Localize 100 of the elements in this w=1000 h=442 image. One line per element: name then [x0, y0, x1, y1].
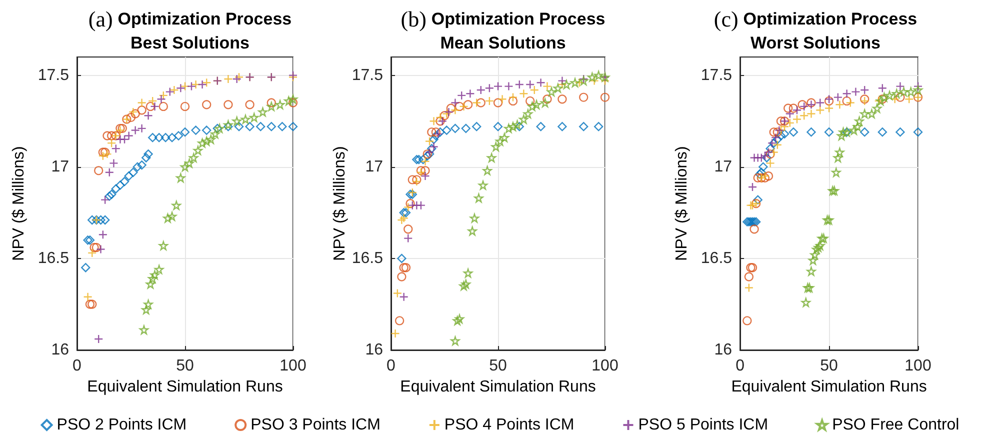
point [176, 173, 186, 182]
point [594, 122, 604, 132]
point [542, 82, 552, 91]
point [748, 217, 758, 226]
y-tick-label: 16.5 [700, 250, 732, 267]
point [860, 85, 870, 95]
point [137, 98, 146, 108]
point [519, 89, 528, 98]
point [744, 272, 754, 282]
point [102, 149, 112, 159]
point [404, 234, 413, 243]
point [514, 80, 524, 90]
legend-label: PSO 2 Points ICM [56, 416, 187, 434]
point [508, 92, 518, 102]
point [399, 263, 408, 272]
point [206, 134, 216, 144]
y-tick-label: 17.5 [352, 66, 384, 84]
point [493, 82, 503, 91]
point [94, 334, 104, 344]
point [748, 200, 758, 210]
point [137, 160, 146, 170]
point [466, 89, 475, 98]
point [810, 250, 820, 260]
point [288, 122, 298, 132]
point [245, 100, 254, 110]
point [144, 111, 153, 120]
point [758, 162, 768, 172]
point [210, 129, 220, 139]
point [835, 100, 844, 110]
point [851, 87, 860, 96]
point [111, 184, 120, 194]
point [85, 236, 95, 245]
point [760, 151, 770, 160]
point [913, 85, 923, 95]
point [158, 90, 168, 100]
point [766, 144, 775, 154]
point [104, 192, 114, 201]
point [579, 74, 588, 84]
point [88, 215, 97, 225]
point [408, 175, 417, 184]
point [746, 263, 756, 272]
x-tick-label: 0 [736, 358, 745, 374]
point [399, 292, 408, 302]
point [450, 106, 460, 115]
point [256, 122, 266, 132]
x-tick-label: 100 [592, 358, 618, 374]
point [508, 96, 518, 106]
point [446, 104, 456, 113]
point [165, 87, 174, 96]
point [202, 126, 212, 135]
point [832, 168, 841, 177]
point [748, 182, 758, 192]
y-tick-label: 16 [365, 342, 384, 358]
point [245, 122, 254, 132]
point [542, 94, 552, 104]
point [232, 116, 242, 126]
point [574, 78, 584, 88]
point [128, 168, 138, 177]
point [234, 72, 244, 82]
point [198, 80, 207, 90]
point [180, 82, 190, 91]
point [150, 270, 160, 280]
point [137, 106, 146, 115]
point [180, 127, 190, 137]
point [579, 92, 588, 102]
point [457, 90, 466, 100]
legend-label: PSO 3 Points ICM [250, 416, 380, 434]
point [436, 112, 445, 122]
y-tick-label: 17.5 [700, 66, 732, 84]
point [742, 217, 752, 226]
point [232, 74, 242, 84]
point [404, 224, 413, 234]
point [186, 82, 196, 91]
point [427, 127, 436, 137]
point [120, 176, 130, 186]
point [816, 98, 825, 108]
point [756, 168, 766, 177]
point [750, 217, 759, 226]
point [540, 98, 550, 108]
point [558, 76, 567, 86]
point [558, 94, 567, 104]
point [160, 132, 170, 142]
point [234, 122, 244, 132]
point [780, 129, 790, 139]
point [755, 170, 764, 179]
point [284, 96, 294, 106]
point [167, 212, 177, 221]
point [523, 109, 533, 118]
point [142, 305, 151, 314]
y-tick-label: 17 [51, 158, 70, 176]
x-tick-label: 0 [72, 358, 82, 374]
point [822, 215, 832, 225]
y-tick-label: 16.5 [352, 250, 384, 267]
point [808, 256, 818, 265]
x-tick-label: 100 [280, 358, 306, 374]
point [463, 100, 473, 110]
point [852, 122, 862, 132]
point [776, 131, 786, 140]
point [913, 82, 923, 91]
point [450, 98, 460, 108]
